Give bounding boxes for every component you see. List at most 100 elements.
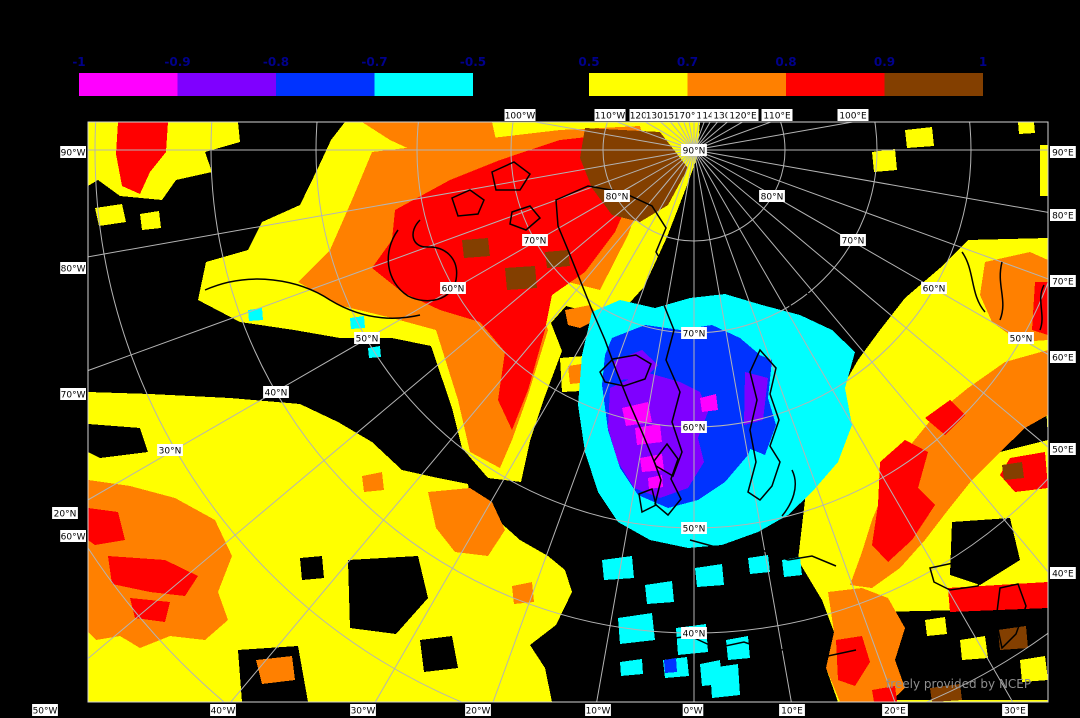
graticule-label: 10°E	[781, 707, 803, 717]
field-region	[348, 556, 428, 634]
meridian-line	[693, 149, 792, 702]
negative-colorbar-segment	[79, 73, 178, 96]
graticule-label: 80°N	[761, 193, 784, 203]
watermark-text: freely provided by NCEP	[886, 677, 1031, 691]
graticule-label: 70°W	[61, 391, 86, 401]
field-region	[1032, 282, 1048, 335]
field-region	[726, 636, 750, 660]
graticule-label: 60°W	[61, 533, 86, 543]
coastline	[995, 583, 1027, 650]
graticule-label-box	[759, 190, 785, 202]
field-region	[872, 440, 935, 562]
graticule-label-box	[1008, 332, 1034, 344]
graticule-label: 50°W	[33, 707, 58, 717]
negative-colorbar-tick-label: -0.9	[164, 55, 190, 69]
meridian-line	[88, 149, 695, 372]
graticule-label: 80°W	[61, 265, 86, 275]
graticule-label: 40°E	[1052, 570, 1074, 580]
field-region	[1002, 462, 1024, 480]
graticule-label: 90°E	[1052, 149, 1074, 159]
graticule-label-box	[60, 388, 86, 400]
graticule-label-box	[840, 234, 866, 246]
meridian-line	[230, 149, 695, 702]
graticule-label: 40°N	[265, 389, 288, 399]
graticule-label-box	[504, 109, 536, 121]
positive-colorbar-segment	[687, 73, 786, 96]
field-region	[420, 636, 458, 672]
meridian-line	[693, 149, 1048, 355]
graticule-label: 90°N	[683, 147, 706, 157]
field-region	[88, 508, 125, 545]
positive-colorbar-tick-label: 0.7	[677, 55, 698, 69]
graticule-label: 70°E	[1052, 278, 1074, 288]
field-region	[300, 556, 324, 580]
field-region	[462, 238, 490, 258]
graticule-label-box	[585, 704, 611, 716]
field-region	[700, 394, 718, 412]
graticule-label-box	[1050, 209, 1076, 221]
graticule-label-box	[779, 704, 805, 716]
graticule-label: 130°E	[713, 112, 741, 122]
graticule-label: 130°W	[646, 112, 677, 122]
graticule-label: 70°N	[524, 237, 547, 247]
graticule-label-box	[727, 109, 759, 121]
meridian-line	[88, 149, 695, 258]
graticule-label: 60°N	[683, 424, 706, 434]
field-region	[512, 582, 534, 604]
graticule-label-box	[681, 327, 707, 339]
field-region	[950, 518, 1020, 585]
graticule-label-box	[921, 282, 947, 294]
field-region	[140, 211, 161, 230]
graticule-label-box	[604, 190, 630, 202]
graticule-label: 80°E	[1052, 212, 1074, 222]
meridian-line	[374, 149, 695, 702]
positive-colorbar-tick-label: 0.9	[874, 55, 895, 69]
coastline	[781, 469, 796, 517]
positive-colorbar-segment	[786, 73, 885, 96]
graticule-label: 120°W	[630, 112, 661, 122]
graticule-label: 110°E	[763, 112, 791, 122]
field-region	[622, 402, 652, 426]
field-region	[1000, 452, 1048, 492]
graticule-label-box	[681, 522, 707, 534]
negative-colorbar-tick-label: -0.5	[460, 55, 486, 69]
graticule-label: 70°N	[683, 330, 706, 340]
coastline	[689, 539, 837, 567]
field-region	[782, 557, 802, 577]
graticule-label-box	[1050, 146, 1076, 158]
graticule-label-box	[1050, 443, 1076, 455]
graticule-label: 50°E	[1052, 446, 1074, 456]
coastline	[491, 161, 532, 191]
graticule-label-box	[60, 262, 86, 274]
field-region	[108, 556, 198, 596]
negative-colorbar-segment	[276, 73, 375, 96]
graticule-label-box	[1050, 275, 1076, 287]
graticule-label: 80°N	[606, 193, 629, 203]
field-region	[925, 617, 947, 636]
graticule-label: 70°N	[842, 237, 865, 247]
graticule-label: 20°W	[466, 707, 491, 717]
field-region	[872, 149, 897, 172]
graticule-label-box	[882, 704, 908, 716]
graticule-label: 90°W	[61, 149, 86, 159]
coastline	[747, 348, 781, 501]
graticule-label: 50°N	[683, 525, 706, 535]
graticule-label: 60°N	[442, 285, 465, 295]
field-region	[130, 598, 170, 622]
graticule-label-box	[263, 386, 289, 398]
graticule-label: 20°N	[54, 510, 77, 520]
field-region	[372, 132, 640, 430]
graticule-label-box	[1050, 351, 1076, 363]
negative-colorbar-tick-label: -0.8	[263, 55, 289, 69]
graticule-label: 40°N	[683, 630, 706, 640]
meridian-line	[693, 149, 896, 702]
field-region	[645, 581, 674, 604]
coastline	[653, 442, 682, 517]
graticule-label-box	[761, 109, 793, 121]
graticule-label-box	[354, 332, 380, 344]
coastline	[999, 261, 1004, 321]
field-region	[620, 659, 643, 676]
positive-colorbar-segment	[884, 73, 983, 96]
